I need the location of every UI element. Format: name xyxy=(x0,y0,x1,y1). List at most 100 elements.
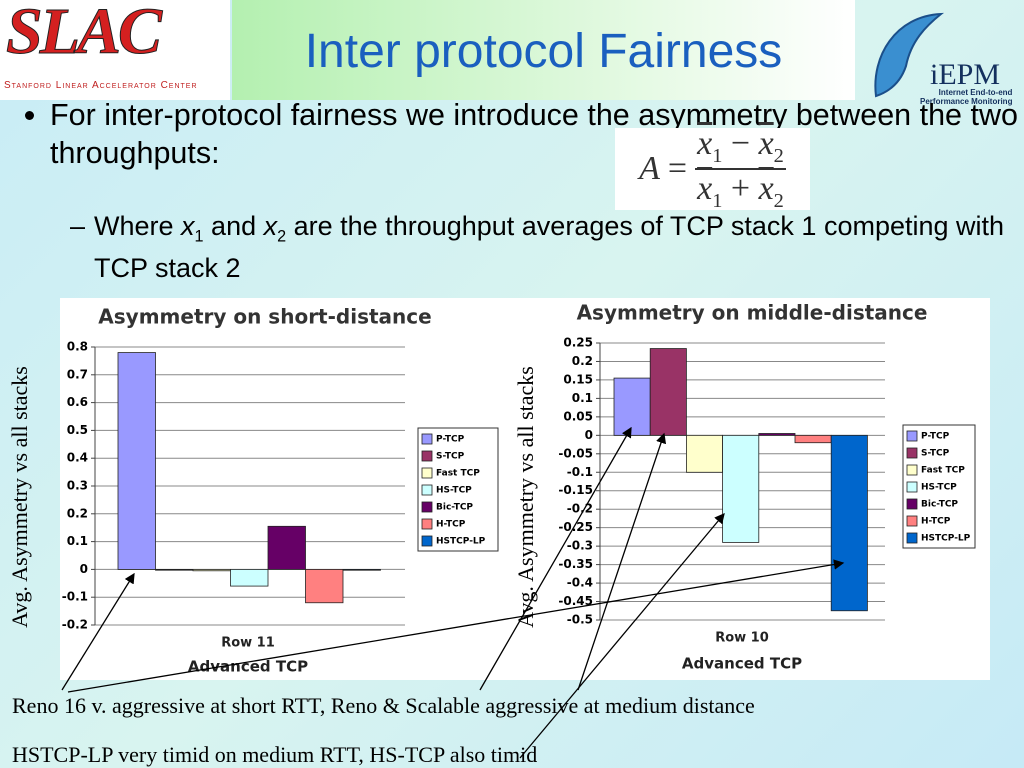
note: HSTCP-LP very timid on medium RTT, HS-TC… xyxy=(12,742,538,767)
bar xyxy=(342,569,381,571)
legend-swatch xyxy=(906,498,918,510)
y-tick-label: -0.2 xyxy=(62,618,88,632)
bullet-block: For inter-protocol fairness we introduce… xyxy=(22,96,1022,172)
legend-label: P-TCP xyxy=(436,435,465,445)
bar xyxy=(613,377,651,436)
y-tick-label: 0 xyxy=(80,562,88,576)
legend-swatch xyxy=(906,447,918,459)
y-tick-label: 0.6 xyxy=(67,395,88,409)
text: are the throughput averages of TCP stack… xyxy=(94,211,1005,284)
var: x xyxy=(263,211,278,241)
legend-swatch xyxy=(421,450,433,462)
y-axis-label: Avg. Asymmetry vs all stacks xyxy=(513,366,538,628)
legend-label: P-TCP xyxy=(921,432,950,442)
bar xyxy=(758,433,796,436)
y-tick-label: 0.5 xyxy=(67,423,88,437)
legend-swatch xyxy=(906,464,918,476)
y-tick-label: -0.2 xyxy=(567,502,593,516)
bar xyxy=(649,348,687,436)
sub-bullet-text: Where x1 and x2 are the throughput avera… xyxy=(70,210,1020,284)
fraction: x1 − x2 x1 + x2 xyxy=(695,125,786,213)
y-axis-label: Avg. Asymmetry vs all stacks xyxy=(7,366,32,628)
bar xyxy=(192,569,231,572)
op: − xyxy=(730,125,751,163)
sub: 1 xyxy=(712,145,723,167)
logo-tagline: Stanford Linear Accelerator Center xyxy=(4,80,198,91)
y-tick-label: 0.8 xyxy=(67,340,88,354)
chart-title: Asymmetry on short-distance xyxy=(98,305,431,329)
y-tick-label: 0.1 xyxy=(572,391,593,405)
y-tick-label: 0.05 xyxy=(563,409,593,423)
legend-label: HSTCP-LP xyxy=(436,537,486,547)
legend-swatch xyxy=(906,532,918,544)
op: + xyxy=(730,170,751,207)
y-tick-label: 0 xyxy=(585,428,593,442)
y-tick-label: 0.3 xyxy=(67,479,88,493)
var: x xyxy=(758,170,774,207)
bar xyxy=(305,569,344,604)
legend-swatch xyxy=(906,430,918,442)
bar xyxy=(722,434,760,543)
var: x xyxy=(697,125,713,163)
sub-bullet: Where x1 and x2 are the throughput avera… xyxy=(70,210,1020,284)
logo-tagline: Internet End-to-end Performance Monitori… xyxy=(920,88,1012,106)
legend-swatch xyxy=(421,518,433,530)
y-tick-label: 0.2 xyxy=(67,506,88,520)
legend-swatch xyxy=(906,481,918,493)
legend-label: S-TCP xyxy=(921,449,950,459)
legend-label: Bic-TCP xyxy=(921,500,958,510)
tagline-line: Performance Monitoring xyxy=(920,97,1013,106)
y-tick-label: -0.3 xyxy=(567,539,593,553)
y-tick-label: 0.7 xyxy=(67,367,88,381)
bar xyxy=(794,434,832,444)
legend-box xyxy=(902,424,976,549)
legend-swatch xyxy=(906,515,918,527)
x-tick-label: Row 10 xyxy=(715,631,769,646)
legend-label: HSTCP-LP xyxy=(921,534,971,544)
y-tick-label: -0.5 xyxy=(567,613,593,627)
legend-label: Fast TCP xyxy=(436,469,480,479)
legend-label: Bic-TCP xyxy=(436,503,473,513)
bar xyxy=(267,525,306,570)
y-tick-label: -0.25 xyxy=(558,520,593,534)
bar xyxy=(230,569,269,587)
logo-slac: SLAC Stanford Linear Accelerator Center xyxy=(0,0,230,100)
var: x xyxy=(697,170,713,207)
chart-title: Asymmetry on middle-distance xyxy=(577,301,928,325)
title-box: Inter protocol Fairness xyxy=(232,0,855,100)
bar xyxy=(155,569,194,571)
y-tick-label: 0.2 xyxy=(572,354,593,368)
sub: 1 xyxy=(194,227,204,246)
slide-title: Inter protocol Fairness xyxy=(304,25,783,78)
y-tick-label: -0.35 xyxy=(558,557,593,571)
y-tick-label: -0.15 xyxy=(558,483,593,497)
sub: 1 xyxy=(712,189,723,212)
y-tick-label: -0.45 xyxy=(558,594,593,608)
legend-swatch xyxy=(421,535,433,547)
dolphin-icon xyxy=(874,12,945,98)
y-tick-label: -0.4 xyxy=(567,576,593,590)
sub: 2 xyxy=(773,145,784,167)
legend-swatch xyxy=(421,433,433,445)
logo-text: SLAC xyxy=(5,0,162,69)
legend-label: HS-TCP xyxy=(436,486,472,496)
legend-swatch xyxy=(421,467,433,479)
x-tick-label: Row 11 xyxy=(221,636,275,651)
legend-label: HS-TCP xyxy=(921,483,957,493)
note: Reno 16 v. aggressive at short RTT, Reno… xyxy=(12,693,755,718)
legend-label: Fast TCP xyxy=(921,466,965,476)
x-axis-label: Advanced TCP xyxy=(188,658,308,676)
bar xyxy=(686,434,724,473)
legend-swatch xyxy=(421,484,433,496)
denominator: x1 + x2 xyxy=(697,170,784,213)
bar xyxy=(830,434,868,612)
formula-lhs: A xyxy=(639,150,660,187)
bullet-text: For inter-protocol fairness we introduce… xyxy=(50,96,1022,172)
numerator: x1 − x2 xyxy=(695,125,786,170)
x-axis-label: Advanced TCP xyxy=(682,655,802,673)
legend-label: H-TCP xyxy=(436,520,466,530)
y-tick-label: 0.4 xyxy=(67,451,88,465)
var: x xyxy=(181,211,195,241)
